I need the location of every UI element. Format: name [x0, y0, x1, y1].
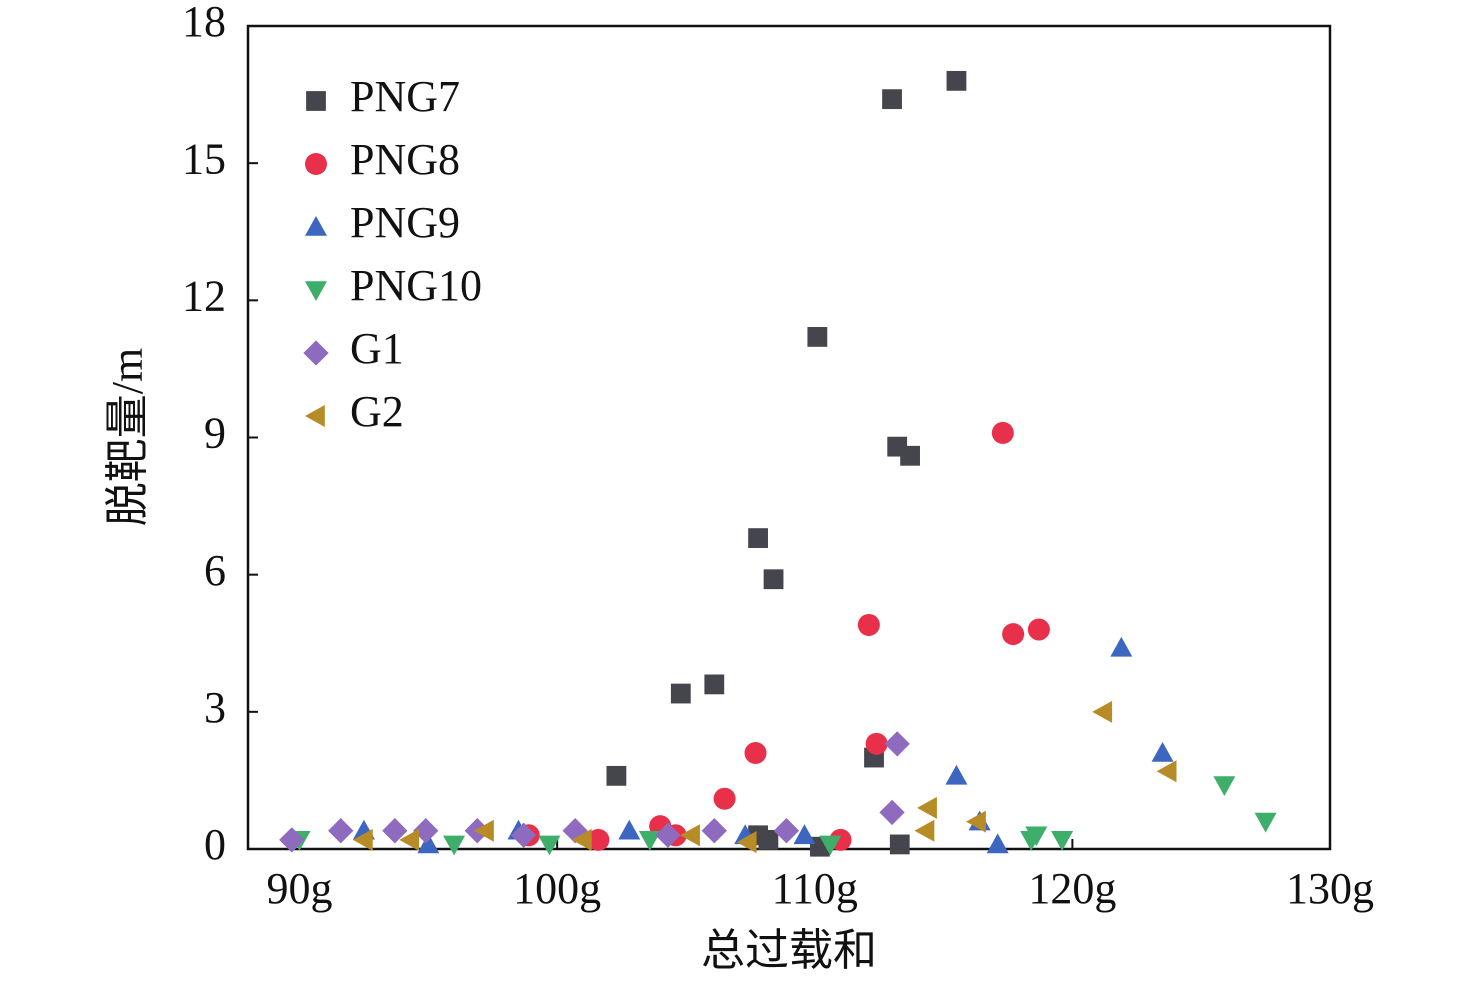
- legend-label: PNG9: [350, 198, 460, 247]
- data-point: [382, 818, 408, 844]
- data-point: [474, 819, 494, 842]
- data-point: [538, 835, 561, 856]
- data-point: [1254, 812, 1277, 833]
- legend-label: G1: [350, 324, 404, 373]
- data-point: [704, 674, 725, 695]
- data-point: [914, 819, 935, 842]
- legend-label: PNG8: [350, 135, 460, 184]
- data-point: [889, 834, 910, 855]
- data-point: [413, 818, 439, 844]
- x-tick-label: 130g: [1286, 864, 1374, 913]
- legend-label: PNG10: [350, 261, 482, 310]
- data-point: [352, 828, 373, 851]
- data-point: [680, 824, 700, 847]
- data-point: [748, 528, 768, 548]
- data-point: [819, 835, 842, 856]
- data-point: [946, 70, 967, 91]
- data-point: [511, 822, 537, 848]
- legend-marker: [305, 216, 327, 236]
- data-point: [713, 787, 736, 810]
- data-point: [587, 828, 610, 851]
- data-point: [900, 445, 920, 466]
- data-point: [1156, 760, 1177, 783]
- y-tick-label: 6: [204, 546, 226, 595]
- data-point: [882, 89, 902, 110]
- data-point: [763, 569, 784, 590]
- data-point: [1025, 826, 1048, 847]
- data-point: [991, 421, 1014, 444]
- data-point: [328, 818, 354, 844]
- data-point: [1151, 741, 1174, 762]
- data-point: [966, 810, 986, 833]
- data-point: [744, 741, 767, 764]
- y-axis-label: 脱靶量/m: [103, 348, 152, 526]
- data-point: [670, 683, 691, 704]
- data-point: [758, 829, 779, 850]
- y-tick-label: 0: [204, 820, 226, 869]
- data-point: [986, 833, 1009, 854]
- data-point: [884, 731, 910, 757]
- x-tick-label: 90g: [267, 864, 333, 913]
- data-point: [917, 796, 937, 819]
- data-point: [443, 835, 466, 856]
- data-point: [865, 732, 888, 755]
- y-tick-label: 15: [182, 134, 226, 183]
- data-point: [701, 818, 727, 844]
- x-tick-label: 120g: [1028, 864, 1116, 913]
- legend-marker: [305, 405, 325, 427]
- data-point: [945, 764, 968, 785]
- x-tick-label: 110g: [772, 864, 858, 913]
- data-point: [618, 819, 641, 840]
- legend-marker: [303, 340, 329, 366]
- data-point: [399, 828, 420, 851]
- data-point: [279, 827, 305, 853]
- data-point: [1027, 618, 1050, 641]
- y-tick-label: 12: [182, 271, 226, 320]
- data-point: [736, 831, 757, 854]
- data-point: [807, 327, 828, 347]
- x-axis-label: 总过载和: [701, 926, 877, 975]
- x-tick-label: 100g: [513, 864, 601, 913]
- y-tick-label: 3: [204, 683, 226, 732]
- data-point: [793, 824, 816, 845]
- data-point: [571, 828, 592, 851]
- y-tick-label: 18: [182, 0, 226, 46]
- data-point: [606, 765, 627, 786]
- legend-marker: [305, 153, 327, 175]
- data-point: [879, 799, 905, 826]
- legend-label: G2: [350, 387, 404, 436]
- data-point: [1002, 623, 1025, 646]
- data-point: [1092, 700, 1113, 723]
- data-point: [773, 818, 800, 844]
- data-point: [417, 833, 440, 854]
- y-tick-label: 9: [204, 409, 226, 458]
- data-point: [1213, 776, 1236, 796]
- data-point: [1110, 636, 1133, 657]
- legend-marker: [306, 91, 326, 111]
- data-point: [1051, 831, 1074, 851]
- data-point: [857, 613, 880, 636]
- legend-marker: [305, 281, 327, 301]
- data-point: [638, 831, 661, 851]
- legend-label: PNG7: [350, 72, 460, 121]
- data-point: [655, 822, 681, 848]
